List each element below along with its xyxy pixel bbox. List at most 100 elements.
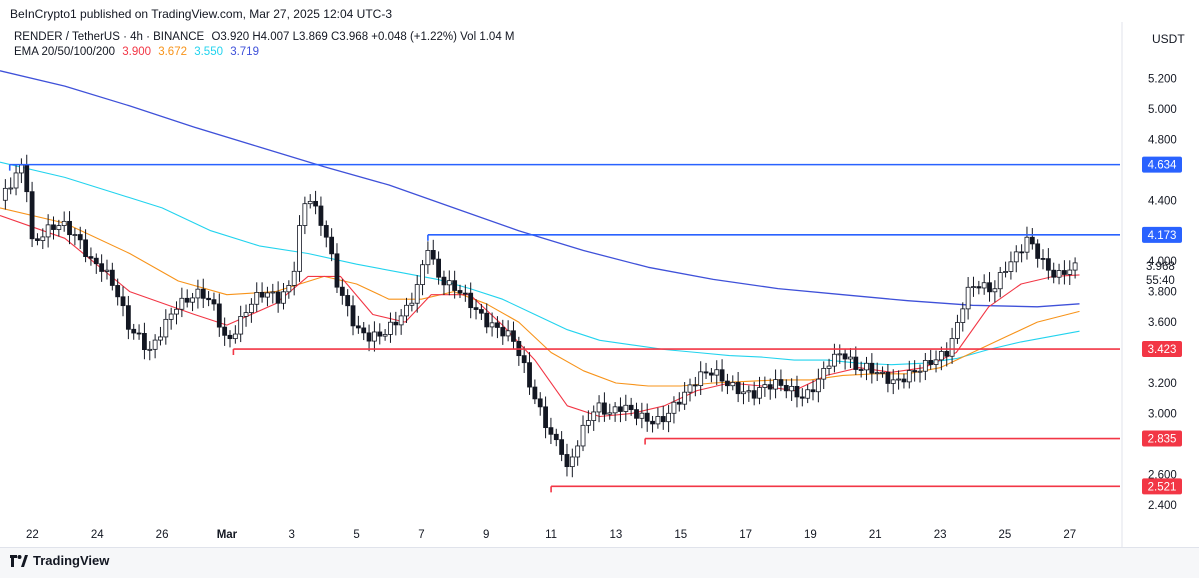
legend: RENDER / TetherUS · 4h · BINANCE O3.920 …	[14, 31, 519, 61]
brand[interactable]: TradingView	[10, 553, 109, 568]
footer-bar	[0, 547, 1199, 578]
candle-body	[864, 362, 869, 371]
candle-body	[227, 334, 233, 340]
level-tag-text: 4.634	[1148, 160, 1177, 172]
x-tick-label: 25	[999, 529, 1012, 541]
candle-body	[805, 389, 811, 399]
candle-body	[698, 371, 704, 386]
candle-body	[275, 291, 281, 304]
candle-body	[334, 253, 340, 288]
x-tick-label: 9	[483, 529, 489, 541]
candle-body	[495, 322, 500, 328]
candle-body	[131, 328, 137, 334]
y-tick-label: 2.600	[1148, 469, 1177, 481]
x-tick-label: 11	[545, 529, 557, 541]
candle-body	[676, 401, 682, 405]
candle-body	[826, 365, 832, 369]
candle-body	[329, 236, 335, 255]
candle-body	[682, 391, 688, 405]
candle-body	[500, 327, 506, 337]
candle-body	[1008, 261, 1014, 272]
candle-body	[24, 164, 30, 193]
candle-body	[297, 225, 302, 272]
candle-body	[414, 284, 420, 304]
candle-body	[730, 382, 736, 387]
candle-body	[211, 299, 217, 305]
candle-body	[832, 353, 837, 367]
candle-body	[912, 370, 918, 373]
candle-body	[618, 406, 623, 412]
candle-body	[511, 330, 516, 342]
candle-body	[537, 398, 543, 408]
currency-label[interactable]: USDT	[1152, 32, 1185, 46]
candle-body	[1045, 258, 1051, 271]
candle-body	[286, 285, 292, 293]
ema-label[interactable]: EMA 20/50/100/200	[14, 46, 116, 58]
candle-body	[762, 384, 768, 388]
x-tick-label: 5	[353, 529, 359, 541]
candle-body	[441, 276, 447, 286]
candle-body	[2, 187, 8, 201]
candle-body	[644, 412, 650, 422]
x-tick-label: 22	[26, 529, 39, 541]
candle-body	[168, 313, 174, 320]
candle-body	[377, 331, 383, 337]
candle-body	[505, 330, 511, 337]
candle-body	[104, 269, 110, 272]
candle-body	[564, 454, 570, 468]
candle-body	[799, 396, 805, 399]
candle-body	[206, 297, 212, 301]
ema20-value: 3.900	[122, 46, 152, 58]
y-tick-label: 4.000	[1148, 256, 1177, 268]
price-chart[interactable]: 5.200 5.000 4.800 4.400 4.000 3.800 3.600 3.200…	[0, 0, 1199, 547]
candle-body	[869, 362, 875, 374]
candle-body	[248, 303, 254, 314]
candle-body	[575, 445, 581, 458]
candle-body	[152, 339, 158, 350]
level-tag	[1142, 478, 1182, 495]
candle-body	[489, 322, 495, 328]
x-tick-label: 15	[674, 529, 687, 541]
candle-body	[906, 370, 912, 383]
candle-body	[944, 351, 950, 357]
candle-body	[559, 439, 565, 455]
candle-body	[789, 385, 795, 392]
ema20-line	[0, 214, 1080, 418]
candle-body	[527, 362, 532, 388]
candle-body	[158, 336, 163, 341]
candle-body	[393, 321, 399, 326]
candle-body	[997, 272, 1003, 290]
candle-body	[8, 187, 14, 190]
ema50-value: 3.672	[158, 46, 187, 58]
candle-body	[265, 292, 270, 298]
candle-body	[751, 390, 757, 399]
x-tick-label: 17	[739, 529, 752, 541]
candle-body	[885, 371, 891, 384]
candle-body	[136, 332, 142, 335]
candle-body	[981, 282, 987, 289]
candle-body	[318, 205, 324, 226]
candle-body	[190, 297, 195, 303]
candle-body	[345, 295, 351, 307]
candle-body	[18, 164, 24, 174]
candle-body	[361, 327, 367, 334]
symbol-title[interactable]: RENDER / TetherUS · 4h · BINANCE	[14, 31, 205, 43]
candle-body	[837, 353, 843, 356]
candle-body	[543, 406, 548, 429]
candle-body	[1003, 271, 1008, 273]
candle-body	[184, 297, 190, 303]
candle-body	[457, 290, 463, 294]
candle-body	[339, 286, 345, 296]
candle-body	[1062, 270, 1067, 275]
x-tick-label: Mar	[217, 529, 238, 541]
level-tag	[1142, 156, 1182, 173]
candle-body	[61, 220, 67, 226]
candle-body	[735, 382, 741, 395]
x-tick-label: 21	[869, 529, 882, 541]
candle-body	[259, 292, 265, 298]
candle-body	[409, 302, 415, 306]
candle-body	[195, 288, 201, 299]
candle-body	[1040, 258, 1046, 260]
ema200-value: 3.719	[230, 46, 259, 58]
x-tick-label: 26	[156, 529, 169, 541]
